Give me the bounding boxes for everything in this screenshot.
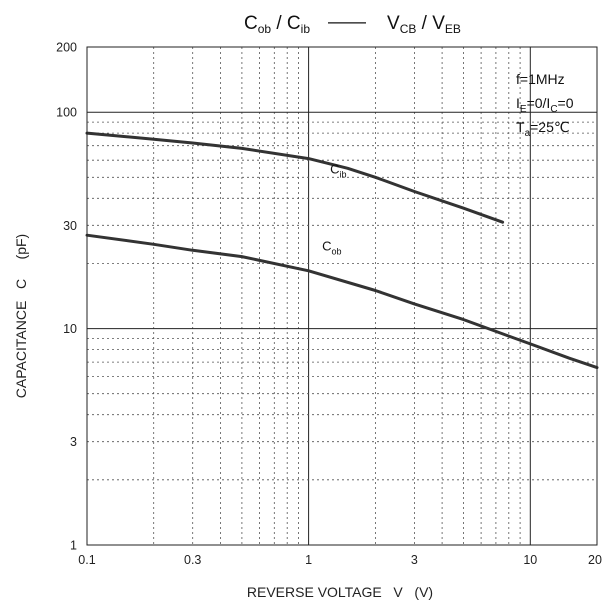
subscript-text: ob — [331, 246, 341, 256]
text-segment: / C — [271, 13, 301, 34]
series-line-cob — [85, 233, 599, 370]
subscript-text: C — [550, 104, 557, 115]
chart-series — [85, 131, 599, 370]
text-segment: C — [244, 13, 258, 34]
text-segment: f=1MHz — [516, 71, 565, 87]
condition-line: Ta=25℃ — [516, 119, 570, 139]
y-tick-label: 30 — [63, 219, 77, 233]
y-axis-ticks: 1 3 10 30 100 200 — [56, 41, 77, 553]
series-line-cib — [85, 131, 505, 224]
x-tick-label: 1 — [305, 553, 312, 567]
subscript-text: CB — [400, 22, 417, 36]
plot-frame — [86, 46, 598, 546]
x-tick-label: 0.1 — [78, 553, 95, 567]
text-segment: =0 — [558, 95, 574, 111]
y-axis-label: CAPACITANCE C (pF) — [13, 234, 29, 398]
x-axis-label: REVERSE VOLTAGE V (V) — [247, 584, 433, 600]
y-tick-label: 200 — [56, 41, 77, 55]
text-segment: C — [330, 162, 339, 177]
text-segment: =0/I — [527, 95, 551, 111]
y-tick-label: 10 — [63, 322, 77, 336]
x-tick-label: 3 — [411, 553, 418, 567]
x-tick-label: 0.3 — [184, 553, 201, 567]
text-segment: V — [387, 13, 400, 34]
text-segment: C — [322, 238, 331, 253]
subscript-text: ib — [339, 170, 346, 180]
chart-title: Cob / Cib —— VCB / VEB — [244, 12, 461, 36]
y-tick-label: 3 — [70, 435, 77, 449]
subscript-text: a — [525, 128, 531, 139]
series-label-cib: Cib — [330, 162, 346, 180]
subscript-text: E — [520, 104, 527, 115]
x-tick-label: 20 — [588, 553, 602, 567]
text-segment: =25℃ — [530, 119, 569, 135]
text-segment: T — [516, 119, 525, 135]
y-tick-label: 1 — [70, 539, 77, 553]
title-dash: —— — [328, 12, 366, 33]
text-segment: I — [516, 95, 520, 111]
condition-line: IE=0/IC=0 — [516, 95, 574, 115]
test-conditions: f=1MHz IE=0/IC=0 Ta=25℃ — [516, 71, 574, 139]
subscript-text: ib — [301, 22, 311, 36]
condition-line: f=1MHz — [516, 71, 565, 87]
title-left: Cob / Cib — [244, 13, 310, 36]
x-tick-label: 10 — [523, 553, 537, 567]
subscript-text: EB — [445, 22, 461, 36]
text-segment: / V — [416, 13, 445, 34]
x-axis-ticks: 0.1 0.3 1 3 10 20 — [78, 553, 602, 567]
y-tick-label: 100 — [56, 106, 77, 120]
chart-grid — [87, 47, 597, 545]
series-label-cob: Cob — [322, 238, 341, 256]
title-right: VCB / VEB — [387, 13, 461, 36]
subscript-text: ob — [258, 22, 272, 36]
